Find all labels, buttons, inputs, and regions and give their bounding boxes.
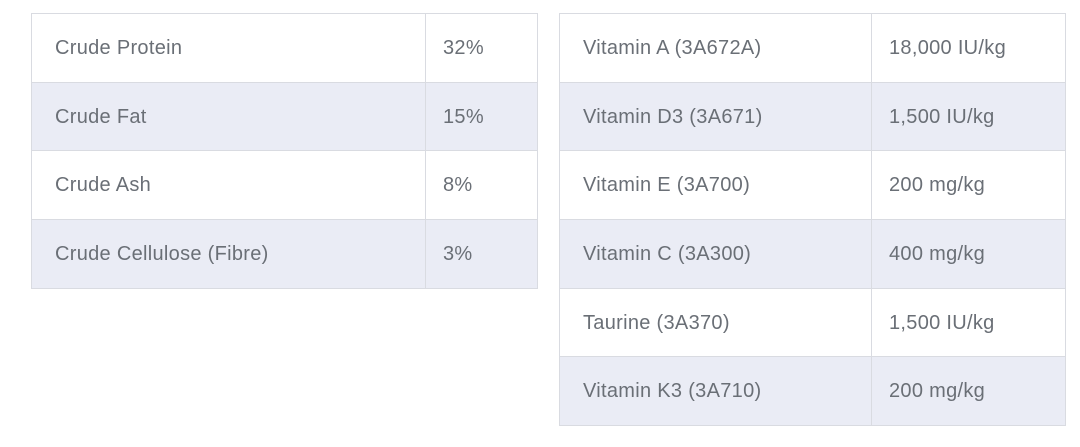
table-row: Crude Protein 32%	[31, 13, 538, 83]
constituent-value: 32%	[425, 13, 538, 83]
table-row: Vitamin D3 (3A671) 1,500 IU/kg	[559, 81, 1066, 152]
table-row: Taurine (3A370) 1,500 IU/kg	[559, 287, 1066, 358]
analytical-constituents-table: Crude Protein 32% Crude Fat 15% Crude As…	[31, 13, 538, 289]
additive-label: Taurine (3A370)	[559, 287, 872, 358]
additive-value: 1,500 IU/kg	[871, 81, 1066, 152]
additive-value: 400 mg/kg	[871, 219, 1066, 289]
additive-label: Vitamin A (3A672A)	[559, 13, 872, 83]
additive-value: 1,500 IU/kg	[871, 287, 1066, 358]
additive-value: 200 mg/kg	[871, 150, 1066, 221]
table-row: Vitamin A (3A672A) 18,000 IU/kg	[559, 13, 1066, 83]
table-row: Crude Fat 15%	[31, 81, 538, 152]
table-row: Vitamin E (3A700) 200 mg/kg	[559, 150, 1066, 221]
additive-value: 200 mg/kg	[871, 356, 1066, 427]
constituent-value: 8%	[425, 150, 538, 221]
constituent-value: 3%	[425, 219, 538, 289]
nutritional-additives-table: Vitamin A (3A672A) 18,000 IU/kg Vitamin …	[559, 13, 1066, 427]
constituent-label: Crude Fat	[31, 81, 426, 152]
additive-label: Vitamin K3 (3A710)	[559, 356, 872, 427]
constituent-label: Crude Protein	[31, 13, 426, 83]
additive-label: Vitamin E (3A700)	[559, 150, 872, 221]
constituent-value: 15%	[425, 81, 538, 152]
spec-tables-container: Crude Protein 32% Crude Fat 15% Crude As…	[31, 13, 1066, 427]
table-row: Vitamin K3 (3A710) 200 mg/kg	[559, 356, 1066, 427]
additive-value: 18,000 IU/kg	[871, 13, 1066, 83]
additive-label: Vitamin C (3A300)	[559, 219, 872, 289]
table-row: Crude Ash 8%	[31, 150, 538, 221]
constituent-label: Crude Ash	[31, 150, 426, 221]
constituent-label: Crude Cellulose (Fibre)	[31, 219, 426, 289]
additive-label: Vitamin D3 (3A671)	[559, 81, 872, 152]
table-row: Vitamin C (3A300) 400 mg/kg	[559, 219, 1066, 289]
table-row: Crude Cellulose (Fibre) 3%	[31, 219, 538, 289]
